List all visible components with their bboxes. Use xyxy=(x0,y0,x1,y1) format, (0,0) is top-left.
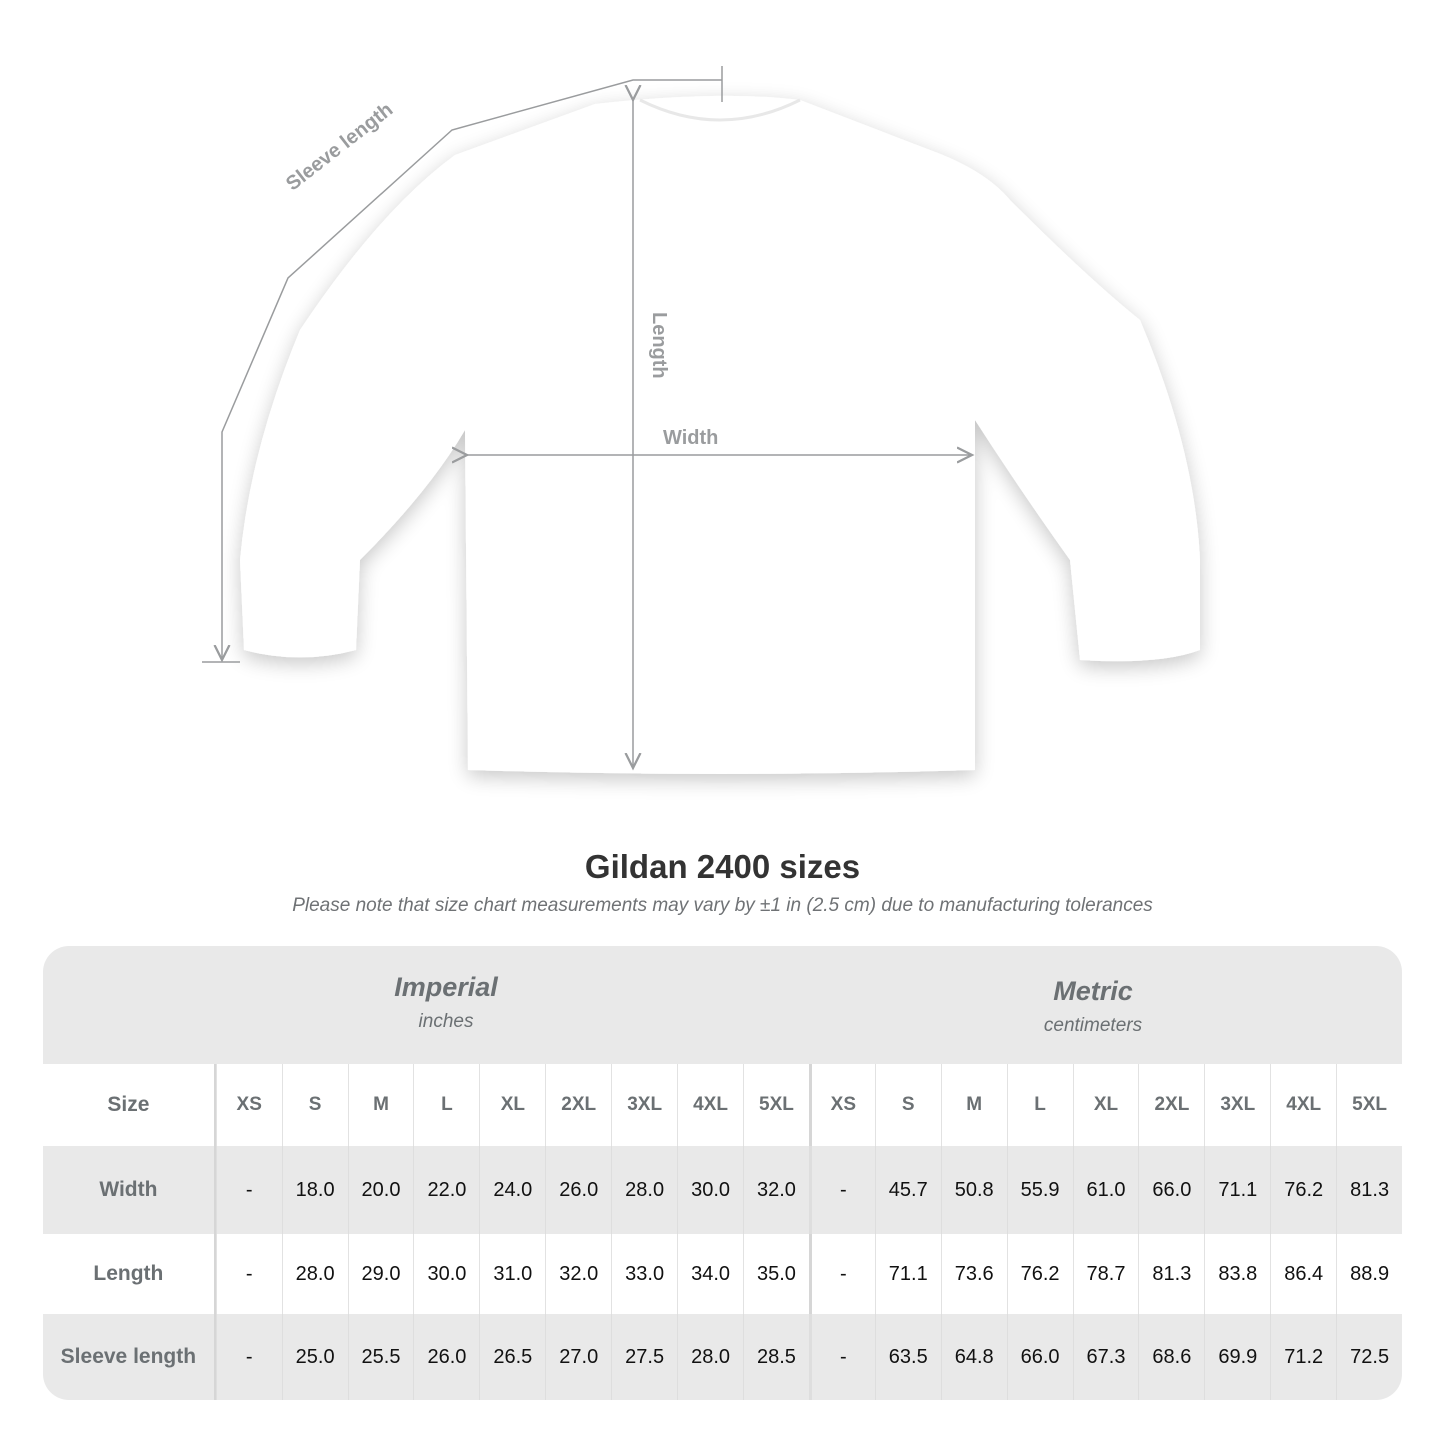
table-row: Width -18.0 20.0 22.0 24.0 26.0 28.0 30.0 32.0-4… xyxy=(43,1146,1402,1234)
metric-value: 83.8 xyxy=(1204,1234,1270,1314)
metric-size-2xl: 2XL xyxy=(1138,1064,1204,1146)
size-header-row: Size XS S M L XL 2XL 3XL 4XL 5XL XS S M L XL 2XL 3XL 4XL 5… xyxy=(43,1064,1402,1146)
metric-unit: centimeters xyxy=(1043,1015,1143,1036)
metric-value: 71.2 xyxy=(1270,1314,1336,1400)
row-label: Width xyxy=(43,1146,216,1234)
imperial-value: - xyxy=(215,1234,282,1314)
imperial-value: 25.5 xyxy=(347,1314,414,1400)
imperial-size-xs: XS xyxy=(215,1064,282,1146)
imperial-value: 26.0 xyxy=(545,1146,611,1234)
metric-value: - xyxy=(808,1234,875,1314)
metric-value: 76.2 xyxy=(1270,1146,1336,1234)
metric-size-3xl: 3XL xyxy=(1204,1064,1270,1146)
metric-value: 61.0 xyxy=(1072,1146,1139,1234)
imperial-size-5xl: 5XL xyxy=(743,1064,809,1146)
imperial-value: 30.0 xyxy=(677,1146,743,1234)
metric-value: 45.7 xyxy=(874,1146,941,1234)
metric-value: 50.8 xyxy=(940,1146,1007,1234)
metric-value: 66.0 xyxy=(1006,1314,1073,1400)
metric-value: 78.7 xyxy=(1072,1234,1139,1314)
metric-value: 68.6 xyxy=(1138,1314,1204,1400)
imperial-title: Imperial xyxy=(394,972,498,1002)
metric-size-4xl: 4XL xyxy=(1270,1064,1336,1146)
imperial-value: 24.0 xyxy=(479,1146,545,1234)
metric-value: 81.3 xyxy=(1138,1234,1204,1314)
imperial-size-2xl: 2XL xyxy=(545,1064,611,1146)
imperial-value: 32.0 xyxy=(545,1234,611,1314)
metric-value: - xyxy=(808,1314,875,1400)
metric-value: 72.5 xyxy=(1336,1314,1402,1400)
imperial-header: Imperial inches xyxy=(256,972,636,1033)
sleeve-length-line xyxy=(222,79,722,660)
metric-value: 81.3 xyxy=(1336,1146,1402,1234)
imperial-value: 33.0 xyxy=(611,1234,677,1314)
imperial-value: 34.0 xyxy=(677,1234,743,1314)
imperial-value: - xyxy=(215,1314,282,1400)
page-title: Gildan 2400 sizes xyxy=(584,848,861,885)
imperial-size-xl: XL xyxy=(479,1064,545,1146)
metric-value: 71.1 xyxy=(874,1234,941,1314)
imperial-value: 18.0 xyxy=(281,1146,348,1234)
imperial-value: 31.0 xyxy=(479,1234,545,1314)
metric-size-xs: XS xyxy=(808,1064,875,1146)
long-sleeve-shirt-diagram xyxy=(202,66,1200,775)
metric-value: 63.5 xyxy=(874,1314,941,1400)
imperial-size-3xl: 3XL xyxy=(611,1064,677,1146)
size-table: Imperial inches Metric centimeters Size X… xyxy=(43,946,1402,1400)
imperial-value: 26.5 xyxy=(479,1314,545,1400)
imperial-value: 28.0 xyxy=(281,1234,348,1314)
imperial-value: 35.0 xyxy=(743,1234,809,1314)
table-header xyxy=(43,946,1402,1064)
metric-value: 69.9 xyxy=(1204,1314,1270,1400)
metric-size-5xl: 5XL xyxy=(1336,1064,1402,1146)
metric-value: 67.3 xyxy=(1072,1314,1139,1400)
imperial-size-4xl: 4XL xyxy=(677,1064,743,1146)
metric-value: 76.2 xyxy=(1006,1234,1073,1314)
imperial-size-s: S xyxy=(281,1064,348,1146)
metric-value: 71.1 xyxy=(1204,1146,1270,1234)
metric-value: - xyxy=(808,1146,875,1234)
metric-title: Metric xyxy=(1053,976,1133,1006)
imperial-size-l: L xyxy=(413,1064,479,1146)
tolerance-note: Please note that size chart measurements… xyxy=(292,895,1153,916)
imperial-value: - xyxy=(215,1146,282,1234)
metric-size-m: M xyxy=(940,1064,1007,1146)
imperial-unit: inches xyxy=(418,1011,474,1032)
metric-value: 88.9 xyxy=(1336,1234,1402,1314)
imperial-value: 27.0 xyxy=(545,1314,611,1400)
size-header-label: Size xyxy=(43,1064,216,1146)
shirt-shape xyxy=(240,95,1200,775)
imperial-value: 32.0 xyxy=(743,1146,809,1234)
imperial-value: 30.0 xyxy=(413,1234,479,1314)
width-label: Width xyxy=(663,427,719,449)
imperial-value: 29.0 xyxy=(347,1234,414,1314)
metric-header: Metric centimeters xyxy=(903,976,1283,1037)
imperial-size-m: M xyxy=(347,1064,414,1146)
table-row: Sleeve length -25.0 25.5 26.0 26.5 27.0 27.5 28… xyxy=(43,1314,1402,1400)
row-label: Sleeve length xyxy=(43,1314,216,1400)
metric-value: 66.0 xyxy=(1138,1146,1204,1234)
imperial-value: 28.5 xyxy=(743,1314,809,1400)
row-label: Length xyxy=(43,1234,216,1314)
metric-value: 64.8 xyxy=(940,1314,1007,1400)
imperial-value: 25.0 xyxy=(281,1314,348,1400)
metric-value: 73.6 xyxy=(940,1234,1007,1314)
length-label: Length xyxy=(648,312,670,379)
metric-size-l: L xyxy=(1006,1064,1073,1146)
imperial-value: 20.0 xyxy=(347,1146,414,1234)
metric-value: 86.4 xyxy=(1270,1234,1336,1314)
table-row: Length -28.0 29.0 30.0 31.0 32.0 33.0 34.0 35.0-… xyxy=(43,1234,1402,1314)
metric-size-s: S xyxy=(874,1064,941,1146)
imperial-value: 26.0 xyxy=(413,1314,479,1400)
metric-size-xl: XL xyxy=(1072,1064,1139,1146)
metric-value: 55.9 xyxy=(1006,1146,1073,1234)
imperial-value: 28.0 xyxy=(677,1314,743,1400)
imperial-value: 22.0 xyxy=(413,1146,479,1234)
imperial-value: 27.5 xyxy=(611,1314,677,1400)
imperial-value: 28.0 xyxy=(611,1146,677,1234)
